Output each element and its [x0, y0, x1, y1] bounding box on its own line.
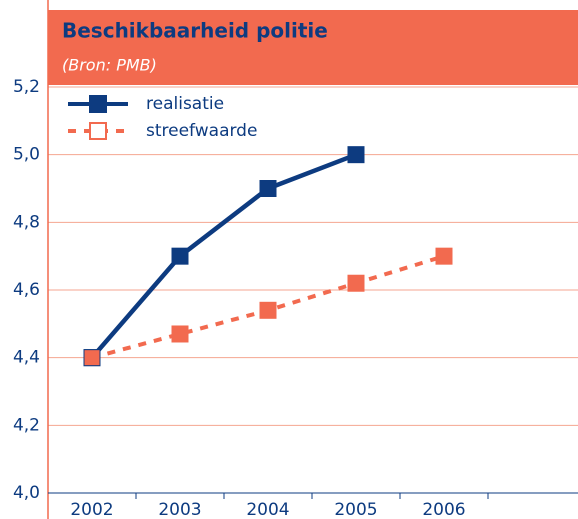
y-tick-label: 4,0 [13, 483, 40, 503]
marker [259, 180, 277, 197]
marker [347, 146, 365, 164]
marker [171, 325, 189, 343]
x-tick-label: 2003 [158, 500, 201, 519]
legend-label: realisatie [146, 94, 224, 114]
y-tick-label: 5,0 [13, 145, 40, 165]
x-tick-label: 2006 [422, 500, 465, 519]
y-tick-label: 4,4 [13, 348, 40, 368]
marker [259, 301, 277, 319]
chart-title: Beschikbaarheid politie [62, 19, 328, 43]
marker [347, 274, 365, 292]
x-tick-label: 2004 [246, 500, 289, 519]
legend-marker [89, 95, 107, 113]
y-tick-label: 5,2 [13, 77, 40, 97]
chart-subtitle: (Bron: PMB) [62, 56, 157, 75]
x-tick-label: 2005 [334, 500, 377, 519]
y-tick-label: 4,6 [13, 280, 40, 300]
legend-label: streefwaarde [146, 121, 257, 141]
legend-marker [89, 122, 107, 140]
marker [83, 349, 101, 367]
x-tick-label: 2002 [70, 500, 113, 519]
y-tick-label: 4,2 [13, 415, 40, 435]
y-tick-label: 4,8 [13, 212, 40, 232]
marker [435, 247, 453, 265]
marker [171, 247, 189, 265]
header-box [48, 10, 578, 85]
series-line [90, 152, 357, 360]
